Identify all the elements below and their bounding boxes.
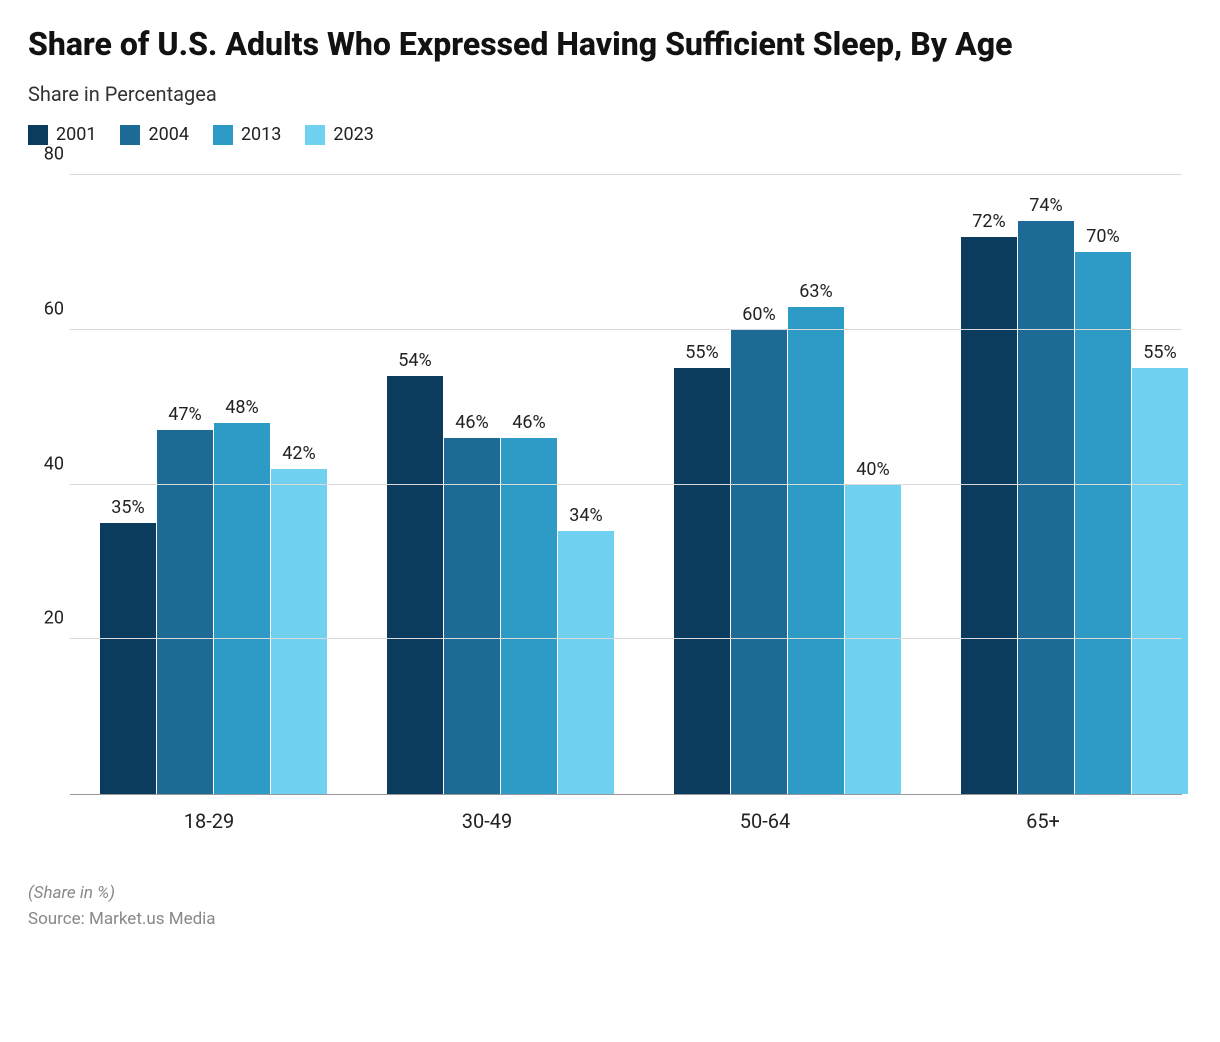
bar: 70%	[1075, 252, 1131, 794]
gridline	[70, 174, 1182, 175]
bar-value-label: 34%	[569, 505, 602, 526]
bar-value-label: 74%	[1029, 195, 1062, 216]
legend-swatch	[120, 125, 140, 145]
chart-area: 35%47%48%42%54%46%46%34%55%60%63%40%72%7…	[70, 175, 1182, 855]
bar-groups: 35%47%48%42%54%46%46%34%55%60%63%40%72%7…	[70, 175, 1182, 794]
x-tick-label: 65+	[904, 795, 1182, 855]
bar-value-label: 70%	[1086, 226, 1119, 247]
legend-label: 2001	[56, 124, 96, 145]
gridline	[70, 638, 1182, 639]
legend-label: 2004	[148, 124, 188, 145]
x-axis-labels: 18-2930-4950-6465+	[70, 795, 1182, 855]
bar-value-label: 54%	[398, 350, 431, 371]
bar-value-label: 60%	[742, 304, 775, 325]
bar: 72%	[961, 237, 1017, 794]
legend-item: 2001	[28, 124, 96, 145]
x-tick-label: 18-29	[70, 795, 348, 855]
y-tick-label: 60	[28, 298, 64, 319]
footer-note: (Share in %)	[28, 883, 1192, 903]
y-tick-label: 80	[28, 144, 64, 165]
bar-value-label: 47%	[168, 404, 201, 425]
bar-value-label: 48%	[225, 397, 258, 418]
legend-swatch	[213, 125, 233, 145]
bar-value-label: 40%	[856, 459, 889, 480]
bar-value-label: 55%	[1143, 342, 1176, 363]
gridline	[70, 484, 1182, 485]
bar-value-label: 46%	[512, 412, 545, 433]
y-tick-label: 20	[28, 608, 64, 629]
bar: 55%	[1132, 368, 1188, 794]
bar-group: 54%46%46%34%	[357, 175, 644, 794]
y-tick-label: 40	[28, 453, 64, 474]
bar-group: 72%74%70%55%	[931, 175, 1218, 794]
gridline	[70, 329, 1182, 330]
x-tick-label: 50-64	[626, 795, 904, 855]
footer-source: Source: Market.us Media	[28, 909, 1192, 929]
legend-item: 2004	[120, 124, 188, 145]
bar: 42%	[271, 469, 327, 794]
bar-value-label: 72%	[972, 211, 1005, 232]
bar: 34%	[558, 531, 614, 794]
legend: 2001 2004 2013 2023	[28, 124, 1192, 145]
bar-value-label: 55%	[685, 342, 718, 363]
bar: 40%	[845, 485, 901, 795]
legend-label: 2023	[333, 124, 373, 145]
bar: 54%	[387, 376, 443, 794]
bar: 46%	[444, 438, 500, 794]
bar: 47%	[157, 430, 213, 794]
bar-group: 55%60%63%40%	[644, 175, 931, 794]
bar: 46%	[501, 438, 557, 794]
legend-item: 2013	[213, 124, 281, 145]
x-tick-label: 30-49	[348, 795, 626, 855]
bar-value-label: 46%	[455, 412, 488, 433]
legend-swatch	[28, 125, 48, 145]
legend-item: 2023	[305, 124, 373, 145]
bar: 60%	[731, 330, 787, 794]
bar-group: 35%47%48%42%	[70, 175, 357, 794]
plot-area: 35%47%48%42%54%46%46%34%55%60%63%40%72%7…	[70, 175, 1182, 795]
legend-swatch	[305, 125, 325, 145]
bar: 55%	[674, 368, 730, 794]
chart-title: Share of U.S. Adults Who Expressed Havin…	[28, 24, 1128, 64]
bar: 35%	[100, 523, 156, 794]
bar: 48%	[214, 423, 270, 794]
bar-value-label: 63%	[799, 281, 832, 302]
bar: 74%	[1018, 221, 1074, 794]
legend-label: 2013	[241, 124, 281, 145]
bar-value-label: 35%	[111, 497, 144, 518]
bar-value-label: 42%	[282, 443, 315, 464]
bar: 63%	[788, 307, 844, 794]
chart-subtitle: Share in Percentagea	[28, 82, 1192, 106]
